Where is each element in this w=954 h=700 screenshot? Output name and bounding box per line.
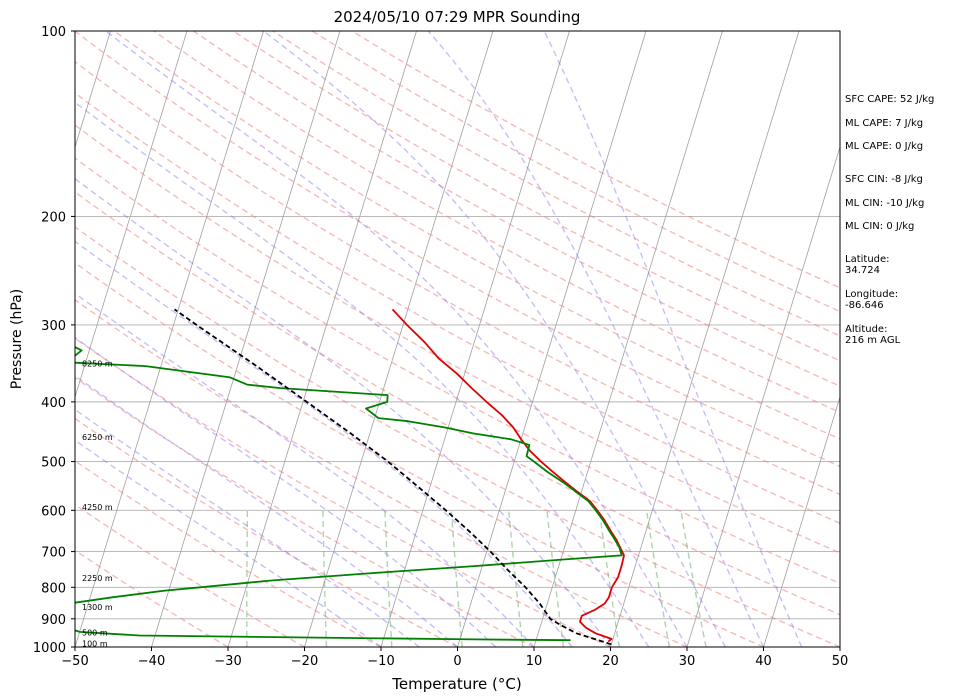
y-tick-label: 500 [41,456,66,471]
dry-adiabat-line [75,417,458,647]
height-label: 1300 m [82,603,113,612]
dry-adiabat-line [75,31,840,468]
moist-adiabat-line [75,408,420,647]
mixing-ratio-line [680,510,707,647]
y-tick-label: 400 [41,396,66,411]
annotation-text: ML CIN: -10 J/kg [845,198,924,209]
y-tick-label: 100 [41,25,66,40]
annotation-text: SFC CIN: -8 J/kg [845,174,923,185]
annotation-text: SFC CAPE: 52 J/kg [845,94,934,105]
x-tick-label: 30 [679,654,696,669]
dewpoint-line [75,346,623,642]
dry-adiabat-line [311,31,840,313]
isotherm-line [304,31,494,647]
height-label: 2250 m [82,574,113,583]
dry-adiabat-line [75,460,382,647]
moist-adiabat-line [427,31,765,647]
profile-lines [75,308,625,646]
isotherm-line [457,31,647,647]
mixing-ratio-line [645,510,671,647]
moist-adiabat-line [75,374,458,647]
moist-adiabat-line [262,31,726,647]
isotherm-line [533,31,723,647]
dry-adiabat-line [193,31,840,387]
x-tick-label: 50 [832,654,849,669]
mixing-ratio-line [546,510,565,647]
annotation-text: ML CAPE: 7 J/kg [845,118,923,129]
height-label: 8250 m [82,360,113,369]
isotherm-line [763,395,840,647]
height-label: 500 m [82,628,108,637]
annotation-text: ML CAPE: 0 J/kg [845,141,923,152]
dry-adiabat-line [75,549,229,647]
y-tick-label: 300 [41,319,66,334]
dry-adiabat-line [75,191,840,616]
y-tick-label: 800 [41,581,66,596]
annotation-label: Longitude: [845,289,898,300]
moist-adiabat-line [75,240,573,647]
dry-adiabat-line [75,60,840,496]
dry-adiabat-line [75,226,840,647]
temperature-line [391,308,625,643]
isotherm-line [75,31,111,149]
moist-adiabat-line [75,101,650,647]
annotation-label: Latitude: [845,254,890,265]
height-labels: 100 m 500 m 1300 m 2250 m 4250 m 6250 m 8250 m [82,360,113,649]
mixing-ratio-line [598,510,620,647]
side-annotations: SFC CAPE: 52 J/kg ML CAPE: 7 J/kg ML CAPE:… [845,94,934,346]
height-label: 100 m [82,639,108,648]
y-tick-label: 900 [41,613,66,628]
x-tick-label: −10 [367,654,394,669]
dry-adiabat-line [75,299,688,647]
y-tick-label: 1000 [33,641,66,656]
annotation-text: ML CIN: 0 J/kg [845,221,914,232]
dry-adiabat-line [75,157,840,585]
y-tick-label: 700 [41,546,66,561]
x-axis: −50 −40 −30 −20 −10 0 10 20 30 40 50 [61,647,848,669]
x-tick-label: 10 [526,654,543,669]
moist-adiabat-line [75,439,382,647]
x-tick-label: −40 [138,654,165,669]
moist-adiabat-line [75,292,535,647]
dry-adiabat-line [75,337,611,647]
y-tick-label: 200 [41,210,66,225]
isotherm-line [610,31,800,647]
mixing-ratio-line [508,510,524,647]
background-lines [75,31,840,647]
height-label: 4250 m [82,503,113,512]
x-tick-label: 40 [755,654,772,669]
dry-adiabat-line [75,262,764,647]
isotherm-line [75,31,188,399]
parcel-line [173,308,612,646]
annotation-label: Altitude: [845,324,887,335]
height-label: 6250 m [82,433,113,442]
x-tick-label: −20 [291,654,318,669]
isotherm-line [380,31,570,647]
y-axis: 100 200 300 400 500 600 700 800 900 1000 [33,25,75,656]
x-tick-label: 0 [453,654,461,669]
isotherm-line [151,31,341,647]
x-tick-label: −30 [214,654,241,669]
moist-adiabat-line [75,177,612,647]
moist-adiabat-line [543,31,803,647]
x-tick-label: −50 [61,654,88,669]
isotherm-line [227,31,417,647]
annotation-value: 34.724 [845,265,880,276]
y-axis-label: Pressure (hPa) [9,289,25,389]
y-tick-label: 600 [41,504,66,519]
x-axis-label: Temperature (°C) [391,675,521,693]
dry-adiabat-line [75,124,840,554]
x-tick-label: 20 [602,654,619,669]
dry-adiabat-line [75,376,535,647]
moist-adiabat-line [75,336,497,647]
annotation-value: -86.646 [845,300,884,311]
isotherm-line [75,31,264,647]
isotherm-line [686,145,840,647]
annotation-value: 216 m AGL [845,335,901,346]
chart-title: 2024/05/10 07:29 MPR Sounding [334,8,581,26]
